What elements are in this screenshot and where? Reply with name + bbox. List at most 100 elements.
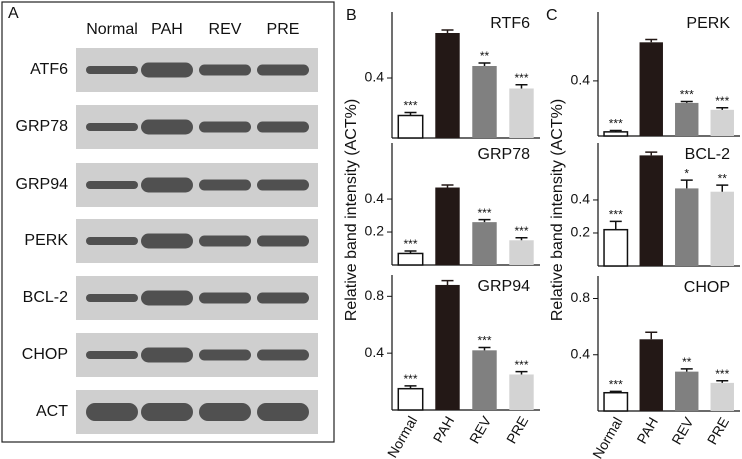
x-tick-label: REV <box>668 414 697 448</box>
significance: *** <box>514 224 528 238</box>
x-tick-label: PRE <box>704 414 732 447</box>
y-tick-label: 0.2 <box>365 223 385 239</box>
bar <box>675 371 699 411</box>
significance: *** <box>715 94 729 108</box>
error-bar <box>609 220 622 230</box>
significance: *** <box>609 117 623 131</box>
error-bar <box>680 368 693 372</box>
x-tick-label: Normal <box>384 413 420 459</box>
bar <box>435 284 460 410</box>
bar <box>639 155 663 266</box>
x-tick-label: PAH <box>430 413 458 445</box>
error-bar <box>680 100 693 103</box>
chart-title: GRP78 <box>478 146 531 163</box>
y-tick-label: 0.4 <box>571 191 591 207</box>
blot-band <box>86 181 138 189</box>
error-bar <box>645 38 658 43</box>
blot-band <box>257 349 309 361</box>
bar <box>397 114 424 139</box>
bar <box>710 191 734 266</box>
blot-band <box>141 119 193 135</box>
error-bar <box>478 346 491 351</box>
blot-band <box>257 121 309 133</box>
row-label: CHOP <box>22 346 68 363</box>
lane-label: Normal <box>86 21 138 38</box>
significance: *** <box>403 99 417 113</box>
x-tick-label: REV <box>466 413 495 447</box>
error-bar <box>716 184 729 192</box>
error-bar <box>645 151 658 156</box>
blot-band <box>86 294 138 302</box>
significance: *** <box>477 206 491 220</box>
blot-band <box>86 123 138 131</box>
blot-band <box>257 403 309 421</box>
chart-title: BCL-2 <box>685 146 730 163</box>
error-bar <box>515 237 528 241</box>
y-tick-label: 0.4 <box>365 69 385 85</box>
x-tick-label: Normal <box>589 414 625 459</box>
bar <box>435 187 460 265</box>
blot-band <box>199 292 251 304</box>
bar <box>603 131 629 137</box>
significance: *** <box>403 237 417 251</box>
significance: *** <box>680 88 694 102</box>
panel-label: A <box>8 5 19 22</box>
error-bar <box>515 84 528 89</box>
row-label: ATF6 <box>30 61 68 78</box>
y-axis-label: Relative band intensity (ACT%) <box>343 99 360 321</box>
error-bar <box>478 218 491 223</box>
error-bar <box>404 111 417 116</box>
lane-label: REV <box>209 21 242 38</box>
significance: *** <box>609 377 623 391</box>
blot-band <box>86 66 138 74</box>
lane-label: PRE <box>267 21 300 38</box>
bar <box>603 391 629 412</box>
blot-band <box>257 179 309 191</box>
blot-band <box>199 179 251 191</box>
blot-band <box>141 62 193 78</box>
x-tick-label: PAH <box>633 414 661 446</box>
panel-a-frame <box>1 1 335 443</box>
chart-title: CHOP <box>684 279 730 296</box>
error-bar <box>515 370 528 375</box>
bar <box>509 240 534 265</box>
row-label: BCL-2 <box>23 289 68 306</box>
chart-title: RTF6 <box>490 15 530 32</box>
y-tick-label: 0.4 <box>365 344 385 360</box>
error-bar <box>609 129 622 132</box>
y-tick-label: 0.4 <box>365 190 385 206</box>
error-bar <box>609 390 622 393</box>
bar <box>472 350 497 410</box>
blot-band <box>86 237 138 245</box>
significance: *** <box>609 208 623 222</box>
error-bar <box>478 62 491 66</box>
error-bar <box>404 250 417 254</box>
bar <box>639 42 663 136</box>
blot-band <box>257 292 309 304</box>
error-bar <box>716 107 729 110</box>
blot-band <box>257 64 309 76</box>
error-bar <box>441 279 454 285</box>
y-tick-label: 0.8 <box>365 287 385 303</box>
blot-band <box>141 233 193 249</box>
panel-label: C <box>546 7 558 24</box>
significance: * <box>684 166 689 180</box>
error-bar <box>404 385 417 389</box>
bar <box>675 102 699 136</box>
bar <box>509 374 534 410</box>
significance: *** <box>403 372 417 386</box>
bar <box>675 188 699 266</box>
bar <box>397 387 424 411</box>
y-tick-label: 0.8 <box>571 289 591 305</box>
blot-band <box>257 235 309 247</box>
row-label: PERK <box>24 232 68 249</box>
row-label: GRP94 <box>16 176 69 193</box>
bar <box>472 222 497 265</box>
bar <box>472 66 497 138</box>
significance: ** <box>682 355 692 369</box>
y-tick-label: 0.4 <box>571 72 591 88</box>
error-bar <box>441 184 454 188</box>
blot-band <box>199 121 251 133</box>
row-label: ACT <box>36 403 68 420</box>
